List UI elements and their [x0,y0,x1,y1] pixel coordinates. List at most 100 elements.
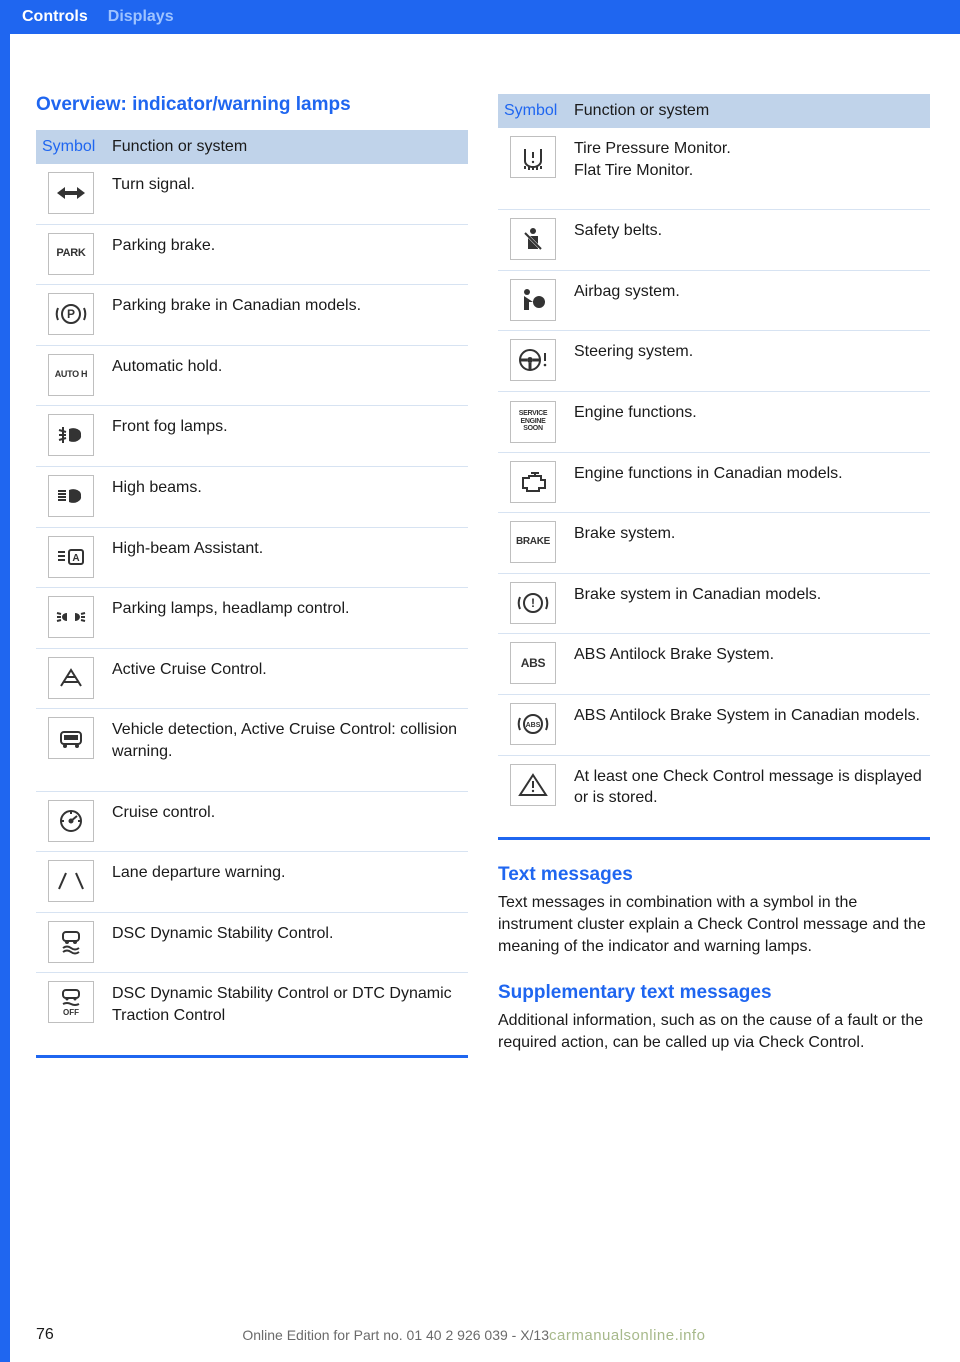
symbol-cell [36,406,106,467]
table-row: High beams. [36,466,468,527]
page-number: 76 [36,1326,54,1344]
right-symbol-table: Symbol Function or system Tire Pressure … [498,94,930,840]
tab-displays[interactable]: Displays [108,8,174,26]
symbol-cell: PARK [36,224,106,285]
vehicle-detect-icon [48,717,94,759]
page-footer: 76 Online Edition for Part no. 01 40 2 9… [0,1326,960,1344]
table-row: DSC Dynamic Stability Control. [36,912,468,973]
table-row: Front fog lamps. [36,406,468,467]
function-cell: Tire Pressure Monitor.Flat Tire Monitor. [568,128,930,210]
symbol-cell [36,709,106,791]
symbol-cell [36,164,106,224]
abs-text-icon: ABS [510,642,556,684]
symbol-cell: A [36,527,106,588]
table-row: A High-beam Assistant. [36,527,468,588]
acc-icon [48,657,94,699]
warning-tri-icon [510,764,556,806]
symbol-cell [498,452,568,513]
table-row: !Brake system in Canadian models. [498,573,930,634]
tab-controls[interactable]: Controls [22,8,88,26]
svg-text:P: P [67,307,75,321]
table-row: Tire Pressure Monitor.Flat Tire Monitor. [498,128,930,210]
function-cell: Safety belts. [568,210,930,271]
right-column: Symbol Function or system Tire Pressure … [498,94,930,1058]
function-cell: Engine functions. [568,391,930,452]
p-circle-icon: P [48,293,94,335]
function-cell: Automatic hold. [106,345,468,406]
airbag-icon [510,279,556,321]
overview-heading: Overview: indicator/warning lamps [36,94,468,116]
function-cell: ABS Antilock Brake System. [568,634,930,695]
function-cell: ABS Antilock Brake System in Canadian mo… [568,694,930,755]
function-cell: Engine functions in Canadian models. [568,452,930,513]
function-cell: Cruise control. [106,791,468,852]
turn-signal-icon [48,172,94,214]
seatbelt-icon [510,218,556,260]
th-function-r: Function or system [568,94,930,128]
symbol-cell: P [36,285,106,346]
table-row: BRAKE Brake system. [498,513,930,574]
function-cell: DSC Dynamic Stability Control. [106,912,468,973]
symbol-cell: OFF [36,973,106,1056]
park-text-icon: PARK [48,233,94,275]
function-cell: DSC Dynamic Stability Control or DTC Dyn… [106,973,468,1056]
svg-text:ABS: ABS [526,722,541,729]
table-row: Steering system. [498,331,930,392]
symbol-cell [36,912,106,973]
table-row: Parking lamps, headlamp control. [36,588,468,649]
function-cell: Turn signal. [106,164,468,224]
supplementary-body: Additional information, such as on the c… [498,1010,930,1054]
table-row: OFF DSC Dynamic Stability Control or DTC … [36,973,468,1056]
watermark: carmanualsonline.info [549,1327,705,1344]
th-function: Function or system [106,130,468,164]
function-cell: Brake system in Canadian models. [568,573,930,634]
table-row: Cruise control. [36,791,468,852]
function-cell: Parking lamps, headlamp control. [106,588,468,649]
table-row: Turn signal. [36,164,468,224]
svg-text:OFF: OFF [63,1008,79,1017]
table-row: PARK Parking brake. [36,224,468,285]
table-row: AUTO H Automatic hold. [36,345,468,406]
function-cell: Parking brake. [106,224,468,285]
lane-depart-icon [48,860,94,902]
symbol-cell: SERVICEENGINESOON [498,391,568,452]
function-cell: Airbag system. [568,270,930,331]
symbol-cell [498,210,568,271]
function-cell: Steering system. [568,331,930,392]
function-cell: Brake system. [568,513,930,574]
function-cell: Lane departure warning. [106,852,468,913]
left-column: Overview: indicator/warning lamps Symbol… [36,94,468,1058]
text-messages-body: Text messages in combination with a symb… [498,892,930,958]
table-row: Vehicle detection, Active Cruise Control… [36,709,468,791]
auto-h-icon: AUTO H [48,354,94,396]
brake-text-icon: BRAKE [510,521,556,563]
symbol-cell: ABS [498,694,568,755]
symbol-cell: BRAKE [498,513,568,574]
footer-center-text: Online Edition for Part no. 01 40 2 926 … [54,1327,894,1344]
th-symbol: Symbol [36,130,106,164]
symbol-cell [36,648,106,709]
svg-text:A: A [72,553,79,564]
high-beam-icon [48,475,94,517]
symbol-cell [498,331,568,392]
abs-circle-icon: ABS [510,703,556,745]
header-tabs: Controls Displays [0,0,960,34]
hba-icon: A [48,536,94,578]
function-cell: High-beam Assistant. [106,527,468,588]
steering-icon [510,339,556,381]
function-cell: At least one Check Control message is di… [568,755,930,838]
symbol-cell [36,588,106,649]
symbol-cell [498,755,568,838]
symbol-cell: ABS [498,634,568,695]
symbol-cell [498,270,568,331]
service-engine-icon: SERVICEENGINESOON [510,401,556,443]
symbol-cell [36,852,106,913]
left-symbol-table: Symbol Function or system Turn signal.PA… [36,130,468,1058]
parking-lamps-icon [48,596,94,638]
dsc-icon [48,921,94,963]
supplementary-heading: Supplementary text messages [498,982,930,1004]
cruise-icon [48,800,94,842]
symbol-cell: ! [498,573,568,634]
symbol-cell [36,466,106,527]
table-row: At least one Check Control message is di… [498,755,930,838]
